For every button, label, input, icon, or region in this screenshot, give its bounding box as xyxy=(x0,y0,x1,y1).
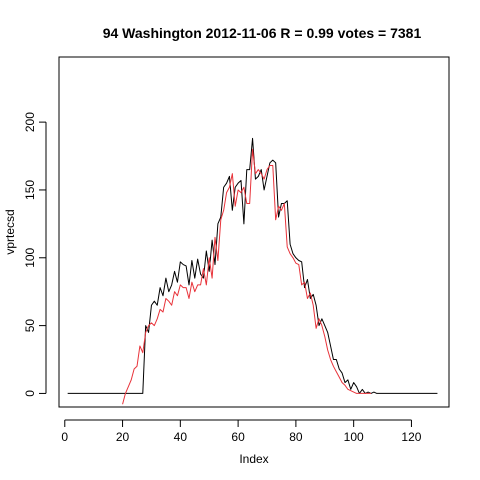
x-tick-label: 20 xyxy=(116,430,130,444)
series-layer xyxy=(67,137,438,405)
x-tick-label: 120 xyxy=(401,430,421,444)
x-tick-label: 100 xyxy=(344,430,364,444)
x-tick-label: 0 xyxy=(61,430,68,444)
series-line-red xyxy=(122,148,371,405)
y-tick-label: 50 xyxy=(23,319,37,333)
y-axis-label: vprtecsd xyxy=(3,209,17,254)
y-tick-label: 100 xyxy=(23,247,37,267)
x-axis-label: Index xyxy=(239,452,268,466)
y-tick-label: 150 xyxy=(23,180,37,200)
x-tick-label: 40 xyxy=(174,430,188,444)
y-tick-label: 0 xyxy=(23,390,37,397)
x-tick-label: 60 xyxy=(231,430,245,444)
plot-area-frame xyxy=(58,56,450,408)
x-tick-label: 80 xyxy=(289,430,303,444)
y-axis: 0 50 100 150 200 xyxy=(23,112,47,397)
x-axis: 0 20 40 60 80 100 120 xyxy=(61,419,422,444)
y-tick-label: 200 xyxy=(23,112,37,132)
series-line-black xyxy=(67,137,438,394)
chart-title: 94 Washington 2012-11-06 R = 0.99 votes … xyxy=(103,25,422,41)
